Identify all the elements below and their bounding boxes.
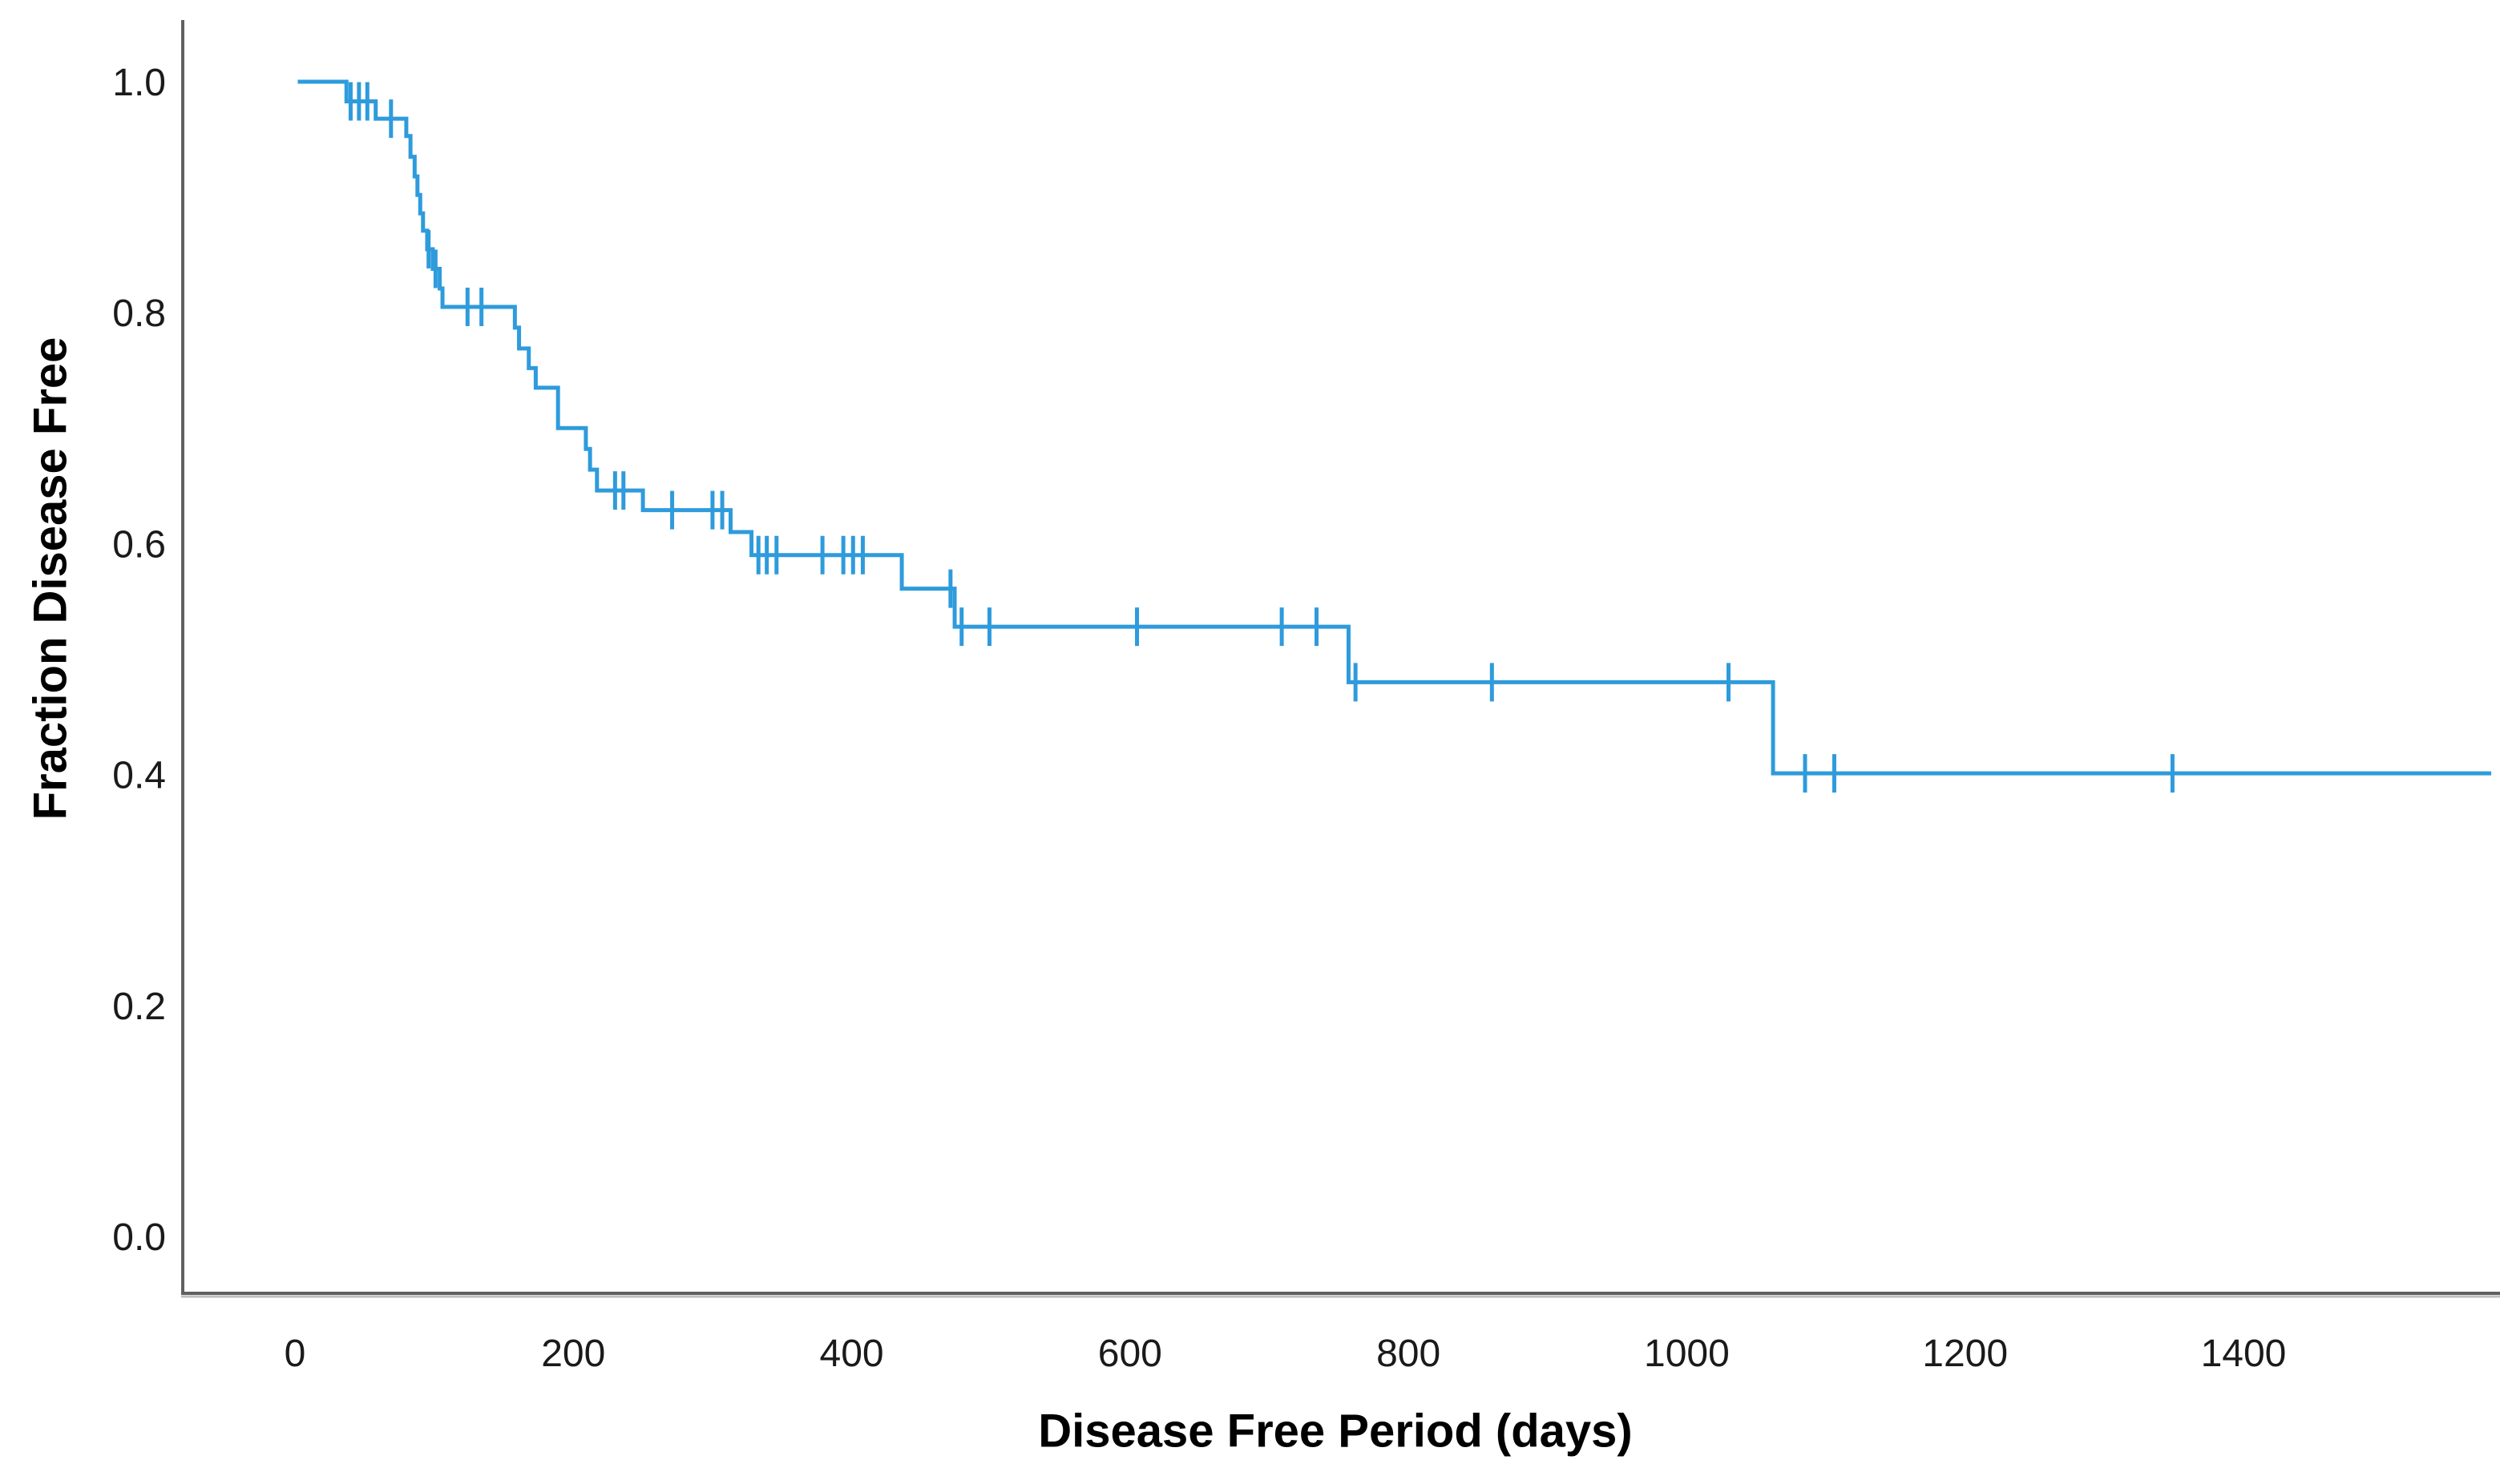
x-tick-label: 1000	[1644, 1333, 1730, 1375]
survival-curve	[297, 79, 2492, 776]
y-tick-label: 0.4	[112, 755, 166, 797]
x-axis-title: Disease Free Period (days)	[1038, 1405, 1633, 1458]
y-tick-label: 0.2	[112, 986, 166, 1028]
x-tick-label: 600	[1098, 1333, 1162, 1375]
y-tick-label: 0.0	[112, 1216, 166, 1259]
x-tick-label: 1200	[1922, 1333, 2008, 1375]
y-axis-title: Fraction Disease Free	[24, 337, 77, 821]
y-tick-label: 1.0	[112, 62, 166, 104]
x-tick-label: 400	[820, 1333, 884, 1375]
y-tick-label: 0.8	[112, 292, 166, 335]
x-tick-label: 1400	[2201, 1333, 2287, 1375]
x-tick-label: 0	[285, 1333, 306, 1375]
x-tick-label: 800	[1376, 1333, 1440, 1375]
x-tick-label: 200	[541, 1333, 605, 1375]
y-tick-label: 0.6	[112, 523, 166, 566]
